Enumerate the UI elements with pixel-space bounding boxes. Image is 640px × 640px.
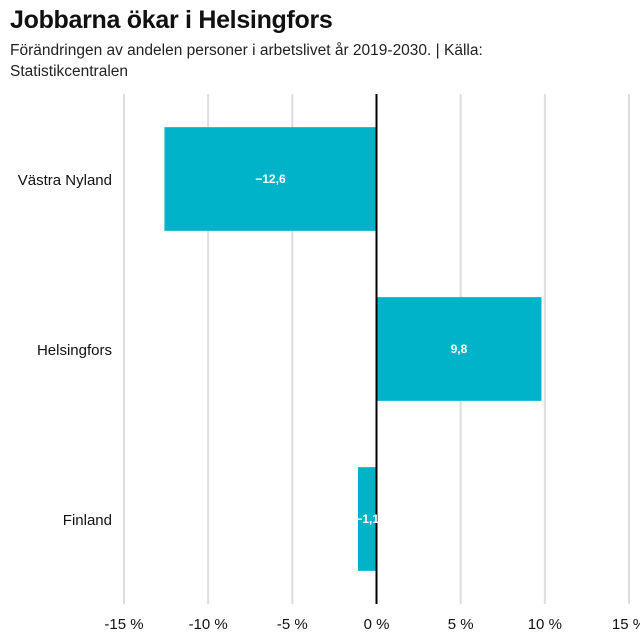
bar bbox=[164, 127, 377, 231]
data-labels: −12,6 9,8 −1,1 bbox=[255, 172, 467, 526]
category-label: Helsingfors bbox=[37, 342, 112, 359]
tick-label: 0 % bbox=[364, 616, 390, 633]
tick-label: 5 % bbox=[448, 616, 474, 633]
tick-label: 10 % bbox=[528, 616, 562, 633]
category-label: Västra Nyland bbox=[18, 172, 112, 189]
bars bbox=[164, 127, 542, 571]
data-label: −12,6 bbox=[255, 172, 286, 186]
bar bbox=[357, 467, 377, 571]
tick-label: -15 % bbox=[104, 616, 143, 633]
tick-label: 15 % bbox=[612, 616, 640, 633]
category-label: Finland bbox=[63, 512, 112, 529]
bar bbox=[376, 297, 542, 401]
chart-title: Jobbarna ökar i Helsingfors bbox=[10, 6, 333, 34]
tick-labels: -15 % -10 % -5 % 0 % 5 % 10 % 15 % bbox=[104, 616, 640, 633]
chart-subtitle: Förändringen av andelen personer i arbet… bbox=[10, 42, 483, 80]
data-label: −1,1 bbox=[355, 512, 379, 526]
tick-label: -5 % bbox=[277, 616, 308, 633]
data-label: 9,8 bbox=[451, 342, 468, 356]
tick-label: -10 % bbox=[189, 616, 228, 633]
category-labels: Västra Nyland Helsingfors Finland bbox=[18, 172, 112, 529]
